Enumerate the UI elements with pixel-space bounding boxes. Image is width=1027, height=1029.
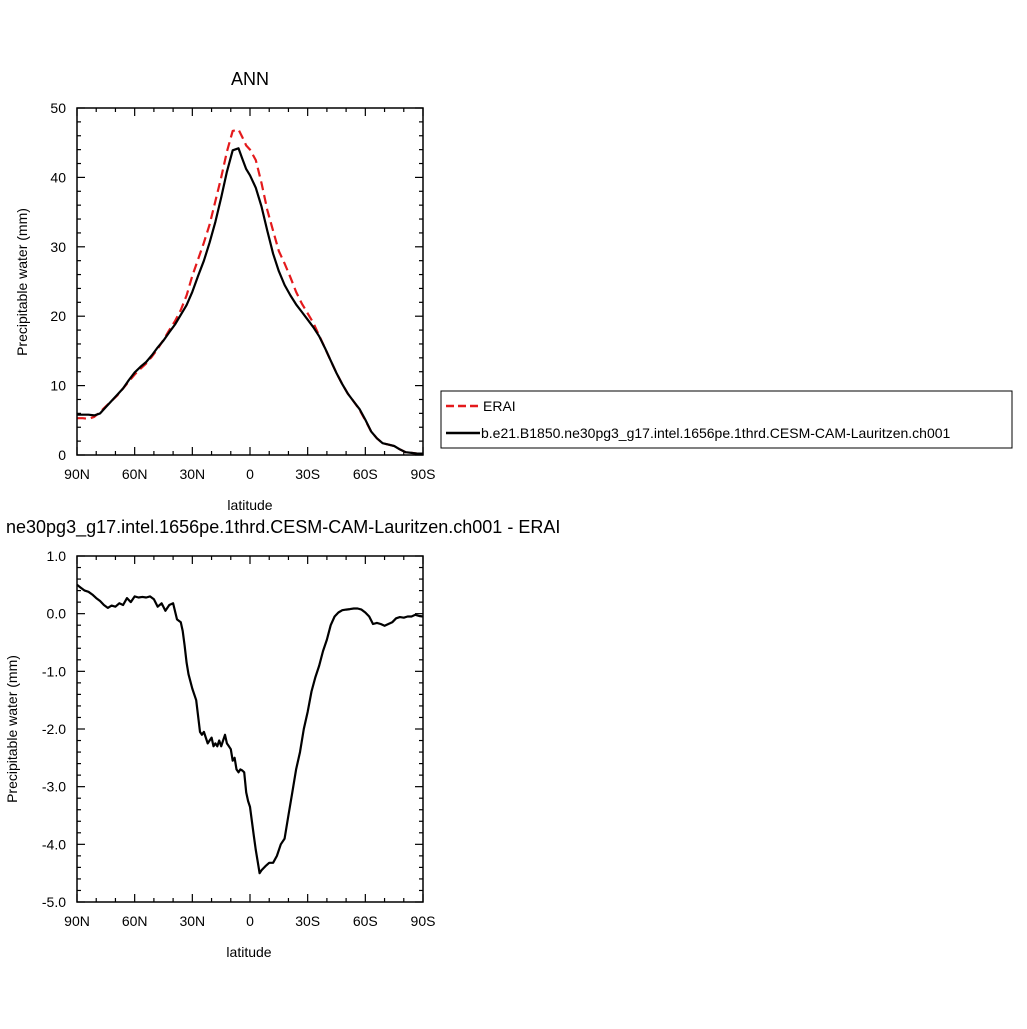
bottom-chart-y-tick-label: 1.0	[47, 548, 67, 564]
top-chart-y-tick-label: 40	[50, 169, 66, 185]
bottom-chart-y-tick-label: -1.0	[42, 663, 66, 679]
top-chart-xlabel: latitude	[227, 497, 272, 513]
top-chart-x-tick-label: 30S	[295, 466, 320, 482]
top-chart-series-line-0	[77, 128, 423, 455]
top-chart-series-line-1	[77, 147, 423, 455]
legend-label-model: b.e21.B1850.ne30pg3_g17.intel.1656pe.1th…	[481, 425, 951, 441]
top-chart-x-tick-label: 60N	[122, 466, 148, 482]
top-chart-x-tick-label: 90N	[64, 466, 90, 482]
bottom-chart-panel: ne30pg3_g17.intel.1656pe.1thrd.CESM-CAM-…	[4, 517, 560, 960]
legend-box	[440, 390, 1013, 449]
bottom-chart-ticks: 90N 60N 30N 0 30S 60S 90S 1.0 0.0 -1.0 -2.0 -3.0 -4.…	[42, 548, 436, 929]
top-chart-y-tick-label: 0	[58, 447, 66, 463]
bottom-chart-xlabel: latitude	[226, 944, 271, 960]
top-chart-frame	[76, 107, 424, 456]
bottom-chart-x-tick-label: 90N	[64, 913, 90, 929]
bottom-chart-ylabel: Precipitable water (mm)	[4, 655, 20, 803]
top-chart-x-tick-label: 30N	[179, 466, 205, 482]
top-chart-title: ANN	[231, 69, 269, 89]
bottom-chart-frame	[76, 555, 424, 903]
bottom-chart-x-tick-label: 30N	[179, 913, 205, 929]
legend-label-erai: ERAI	[483, 398, 516, 414]
top-chart-ylabel: Precipitable water (mm)	[14, 208, 30, 356]
bottom-chart-y-tick-label: -4.0	[42, 836, 66, 852]
legend: ERAI b.e21.B1850.ne30pg3_g17.intel.1656p…	[440, 390, 1013, 449]
bottom-chart-series-line-0	[76, 583, 424, 875]
bottom-chart-y-tick-label: -2.0	[42, 721, 66, 737]
bottom-chart-y-tick-label: 0.0	[47, 606, 67, 622]
bottom-chart-y-tick-label: -3.0	[42, 779, 66, 795]
top-chart-x-tick-label: 0	[246, 466, 254, 482]
top-chart-series	[77, 128, 423, 455]
top-chart-y-tick-label: 30	[50, 239, 66, 255]
top-chart-x-tick-label: 60S	[353, 466, 378, 482]
top-chart-y-tick-label: 10	[50, 378, 66, 394]
top-chart-panel: ANN Precipitable water (mm) latitude 90N…	[14, 69, 435, 513]
bottom-chart-x-tick-label: 30S	[295, 913, 320, 929]
bottom-chart-y-tick-label: -5.0	[42, 894, 66, 910]
bottom-chart-title: ne30pg3_g17.intel.1656pe.1thrd.CESM-CAM-…	[6, 517, 560, 538]
bottom-chart-x-tick-label: 0	[246, 913, 254, 929]
top-chart-ticks: 90N 60N 30N 0 30S 60S 90S 0 10 20 30 40 50	[50, 100, 435, 482]
bottom-chart-x-tick-label: 60N	[122, 913, 148, 929]
bottom-chart-series	[76, 583, 424, 875]
bottom-chart-x-tick-label: 60S	[353, 913, 378, 929]
top-chart-y-tick-label: 20	[50, 308, 66, 324]
top-chart-x-tick-label: 90S	[411, 466, 436, 482]
top-chart-y-tick-label: 50	[50, 100, 66, 116]
bottom-chart-x-tick-label: 90S	[411, 913, 436, 929]
